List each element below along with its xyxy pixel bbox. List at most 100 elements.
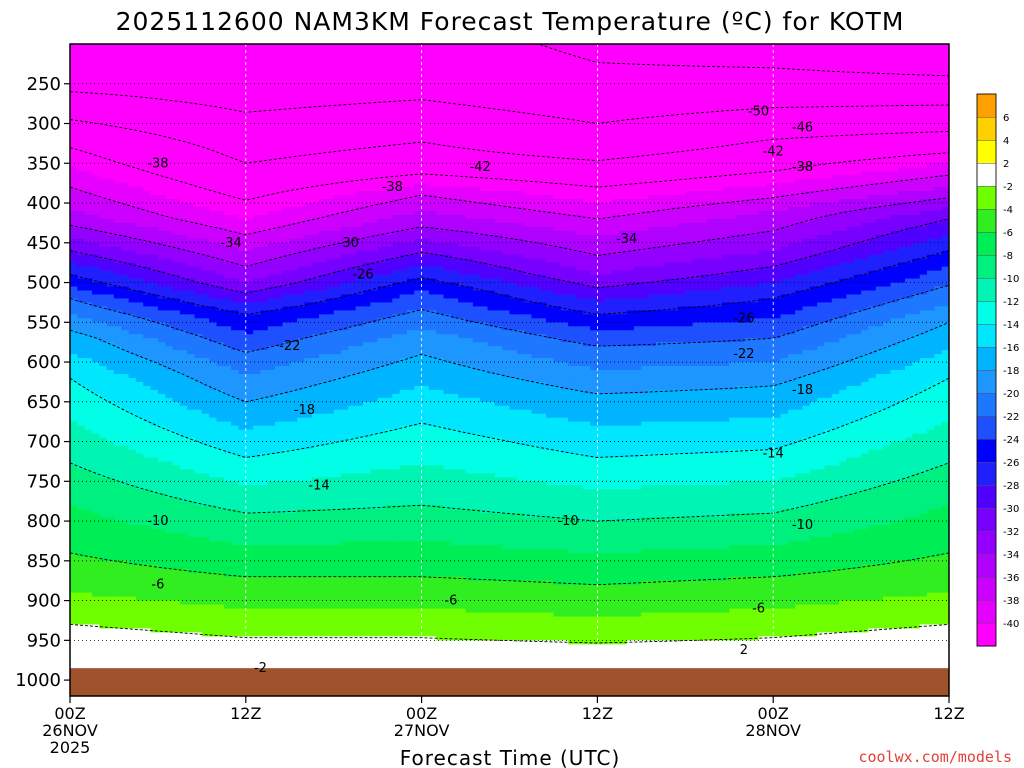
temperature-cell [282, 302, 291, 307]
temperature-cell [128, 191, 137, 196]
temperature-cell [187, 358, 196, 363]
temperature-cell [201, 163, 210, 168]
temperature-cell [135, 342, 144, 347]
temperature-cell [91, 377, 100, 383]
temperature-cell [253, 55, 262, 61]
temperature-cell [187, 330, 196, 335]
temperature-cell [172, 183, 181, 188]
temperature-cell [260, 481, 269, 486]
temperature-cell [84, 199, 93, 204]
temperature-cell [187, 552, 196, 558]
temperature-cell [216, 572, 225, 578]
temperature-cell [289, 79, 298, 85]
temperature-cell [70, 183, 78, 188]
temperature-cell [223, 163, 232, 168]
temperature-cell [84, 373, 93, 379]
temperature-cell [99, 417, 108, 423]
temperature-cell [165, 262, 174, 268]
temperature-cell [128, 147, 137, 152]
temperature-cell [121, 588, 130, 594]
temperature-cell [194, 449, 203, 455]
temperature-cell [194, 294, 203, 300]
temperature-cell [245, 314, 254, 319]
temperature-cell [187, 294, 196, 300]
temperature-cell [70, 421, 78, 427]
temperature-cell [172, 199, 181, 204]
temperature-cell [245, 131, 254, 137]
temperature-cell [106, 274, 115, 280]
temperature-cell [253, 44, 262, 49]
temperature-cell [135, 417, 144, 423]
temperature-cell [187, 461, 196, 467]
temperature-cell [150, 75, 159, 81]
temperature-cell [135, 489, 144, 494]
temperature-cell [150, 401, 159, 407]
temperature-cell [84, 242, 93, 248]
temperature-cell [165, 230, 174, 236]
temperature-cell [91, 489, 100, 494]
temperature-cell [113, 270, 122, 276]
temperature-cell [238, 246, 247, 252]
temperature-cell [157, 417, 166, 423]
temperature-cell [275, 179, 284, 184]
temperature-cell [201, 449, 210, 455]
temperature-cell [223, 628, 232, 633]
temperature-cell [77, 592, 86, 598]
temperature-cell [209, 210, 218, 216]
temperature-cell [275, 282, 284, 288]
temperature-cell [260, 389, 269, 395]
temperature-cell [245, 207, 254, 212]
temperature-cell [289, 290, 298, 296]
temperature-cell [150, 533, 159, 538]
temperature-cell [121, 548, 130, 554]
temperature-cell [143, 147, 152, 152]
temperature-cell [231, 167, 240, 172]
temperature-cell [113, 175, 122, 180]
temperature-cell [245, 167, 254, 172]
temperature-cell [275, 397, 284, 403]
temperature-cell [282, 119, 291, 125]
temperature-cell [150, 576, 159, 582]
temperature-cell [187, 354, 196, 359]
temperature-cell [135, 509, 144, 514]
temperature-cell [238, 238, 247, 244]
temperature-cell [275, 457, 284, 463]
temperature-cell [135, 481, 144, 486]
temperature-cell [121, 421, 130, 427]
temperature-cell [106, 564, 115, 570]
temperature-cell [216, 330, 225, 335]
temperature-cell [238, 167, 247, 172]
temperature-cell [223, 644, 232, 649]
temperature-cell [216, 608, 225, 614]
temperature-cell [106, 652, 115, 657]
temperature-cell [245, 616, 254, 622]
temperature-cell [223, 147, 232, 152]
temperature-cell [91, 95, 100, 101]
temperature-cell [275, 214, 284, 220]
temperature-cell [187, 278, 196, 284]
temperature-cell [70, 644, 78, 649]
temperature-cell [231, 250, 240, 256]
temperature-cell [113, 199, 122, 204]
temperature-cell [150, 652, 159, 657]
temperature-cell [179, 254, 188, 260]
temperature-cell [70, 79, 78, 85]
temperature-cell [260, 107, 269, 113]
temperature-cell [128, 370, 137, 375]
temperature-cell [99, 322, 108, 327]
temperature-cell [106, 143, 115, 148]
temperature-cell [172, 433, 181, 439]
temperature-cell [231, 286, 240, 292]
temperature-cell [238, 91, 247, 97]
temperature-cell [150, 63, 159, 69]
temperature-cell [143, 103, 152, 109]
temperature-cell [238, 127, 247, 133]
temperature-cell [70, 286, 78, 292]
temperature-cell [179, 350, 188, 355]
temperature-cell [70, 529, 78, 534]
temperature-cell [121, 270, 130, 276]
temperature-cell [143, 262, 152, 268]
temperature-cell [77, 580, 86, 586]
temperature-cell [91, 290, 100, 296]
temperature-cell [253, 477, 262, 482]
